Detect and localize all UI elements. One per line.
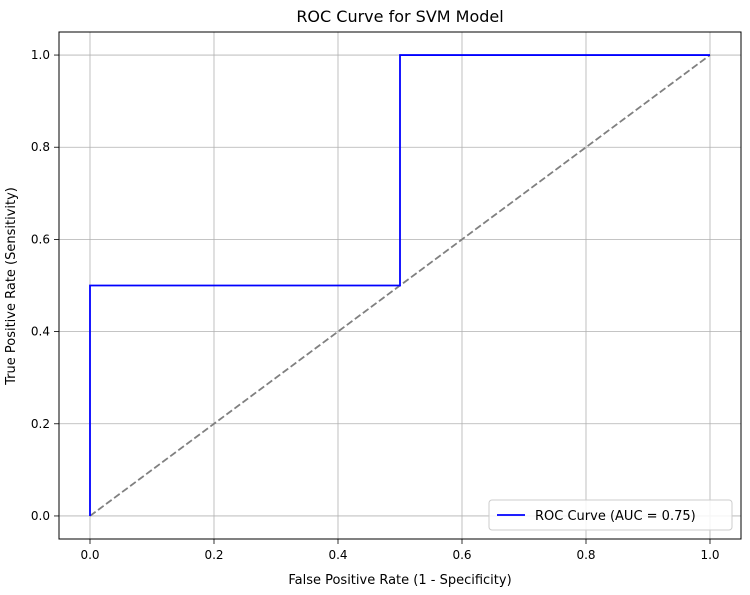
x-tick-label: 0.4 bbox=[328, 548, 347, 562]
roc-curve-line bbox=[89, 54, 710, 516]
x-axis-label: False Positive Rate (1 - Specificity) bbox=[288, 573, 511, 588]
chart-title: ROC Curve for SVM Model bbox=[296, 7, 503, 26]
y-tick-label: 0.4 bbox=[31, 325, 50, 339]
y-tick-label: 0.8 bbox=[31, 140, 50, 154]
legend-label: ROC Curve (AUC = 0.75) bbox=[535, 509, 696, 524]
legend: ROC Curve (AUC = 0.75) bbox=[488, 499, 733, 531]
y-tick-label: 1.0 bbox=[31, 48, 50, 62]
tick-layer: 0.0 0.2 0.4 0.6 0.8 1.0 0.0 0.2 0.4 0.6 0.8 1.0 bbox=[31, 48, 720, 562]
x-tick-label: 0.8 bbox=[576, 548, 595, 562]
y-tick-label: 0.2 bbox=[31, 417, 50, 431]
x-tick-label: 1.0 bbox=[700, 548, 719, 562]
x-tick-label: 0.6 bbox=[452, 548, 471, 562]
grid bbox=[59, 32, 741, 539]
y-tick-label: 0.0 bbox=[31, 509, 50, 523]
y-axis-label: True Positive Rate (Sensitivity) bbox=[4, 187, 19, 386]
legend-box bbox=[488, 499, 733, 531]
series-layer bbox=[89, 54, 711, 517]
x-tick-label: 0.0 bbox=[80, 548, 99, 562]
plot-frame bbox=[58, 31, 742, 540]
x-tick-label: 0.2 bbox=[204, 548, 223, 562]
y-tick-label: 0.6 bbox=[31, 232, 50, 246]
